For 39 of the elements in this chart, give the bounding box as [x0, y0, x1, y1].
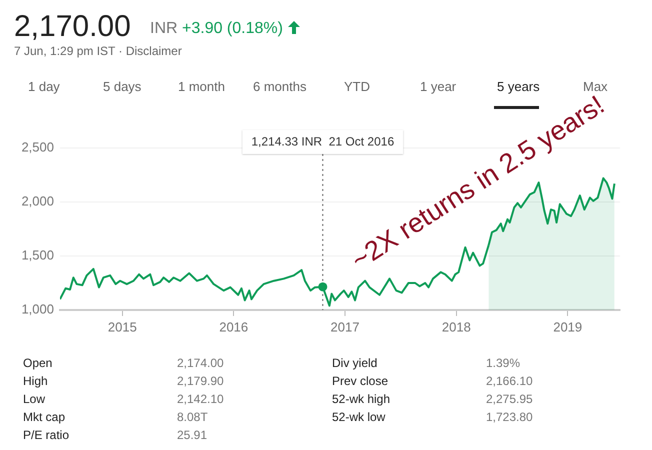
text: 8.08T: [177, 410, 208, 424]
text: Low: [23, 392, 46, 406]
text: Div yield: [332, 356, 378, 370]
text: 7 Jun, 1:29 pm IST · Disclaimer: [14, 44, 182, 58]
chart-title: 2,170.00: [14, 10, 131, 44]
text: Max: [583, 79, 608, 94]
text: High: [23, 374, 48, 388]
text: 52-wk high: [332, 392, 390, 406]
x-tick-label: 2015: [108, 319, 137, 334]
text: 2,142.10: [177, 392, 224, 406]
annotation: 1,214.33 INR 21 Oct 2016: [251, 134, 394, 148]
y-tick-label: 2,500: [21, 140, 54, 155]
y-tick-label: 1,500: [21, 248, 54, 263]
text: 52-wk low: [332, 410, 386, 424]
text: 2,179.90: [177, 374, 224, 388]
x-tick-label: 2018: [442, 319, 471, 334]
text: 2,166.10: [486, 374, 533, 388]
x-tick-label: 2019: [553, 319, 582, 334]
text: 1 month: [178, 79, 225, 94]
text: 1 year: [420, 79, 456, 94]
text: Mkt cap: [23, 410, 66, 424]
chart-subtitle: INR +3.90 (0.18%): [150, 20, 283, 37]
text: 2,174.00: [177, 356, 224, 370]
text: 1 day: [28, 79, 60, 94]
text: 1.39%: [486, 356, 520, 370]
text: 6 months: [253, 79, 306, 94]
y-tick-label: 1,000: [21, 302, 54, 317]
text: 5 days: [103, 79, 142, 94]
x-tick-label: 2016: [219, 319, 248, 334]
text: 2,275.95: [486, 392, 533, 406]
y-tick-label: 2,000: [21, 194, 54, 209]
text: Open: [23, 356, 52, 370]
text: 25.91: [177, 428, 208, 442]
text: Prev close: [332, 374, 388, 388]
text: P/E ratio: [23, 428, 70, 442]
x-tick-label: 2017: [330, 319, 360, 334]
text: 5 years: [497, 79, 540, 94]
text: 1,723.80: [486, 410, 533, 424]
text: YTD: [344, 79, 370, 94]
